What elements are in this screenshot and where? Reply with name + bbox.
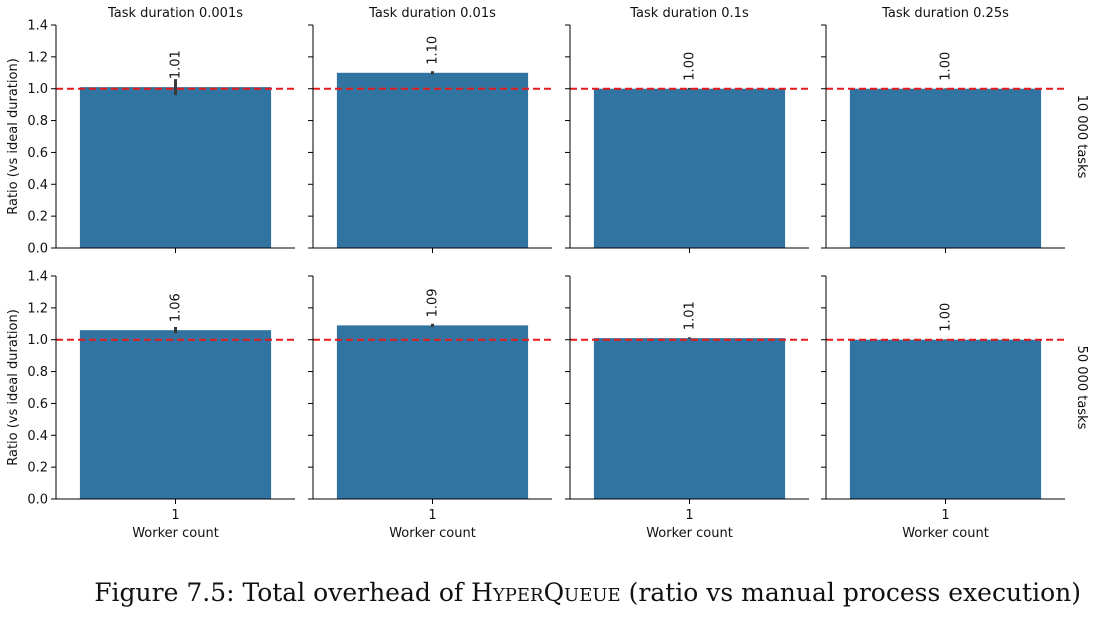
caption-prefix: Figure 7.5: Total overhead of bbox=[94, 578, 472, 607]
y-tick-label: 0.6 bbox=[27, 146, 48, 161]
column-title: Task duration 0.001s bbox=[107, 6, 243, 21]
y-axis-label: Ratio (vs ideal duration) bbox=[6, 58, 21, 215]
bar bbox=[849, 88, 1042, 248]
bar-value-label: 1.00 bbox=[683, 52, 698, 81]
y-tick-label: 1.0 bbox=[27, 82, 48, 97]
bar-value-label: 1.10 bbox=[426, 36, 441, 65]
y-tick-label: 0.0 bbox=[27, 242, 48, 257]
bar-value-label: 1.00 bbox=[939, 303, 954, 332]
bar-value-label: 1.00 bbox=[939, 52, 954, 81]
x-tick-label: 1 bbox=[428, 508, 436, 523]
y-tick-label: 0.4 bbox=[27, 178, 48, 193]
x-axis-label: Worker count bbox=[132, 526, 219, 541]
bar bbox=[336, 325, 529, 499]
figure-caption: Figure 7.5: Total overhead of HyperQueue… bbox=[0, 578, 1105, 607]
x-tick-label: 1 bbox=[941, 508, 949, 523]
bar bbox=[849, 339, 1042, 499]
y-tick-label: 1.4 bbox=[27, 19, 48, 34]
caption-name: HyperQueue bbox=[471, 578, 621, 607]
y-tick-label: 1.4 bbox=[27, 270, 48, 285]
x-axis-label: Worker count bbox=[902, 526, 989, 541]
bar bbox=[336, 72, 529, 249]
x-axis-label: Worker count bbox=[646, 526, 733, 541]
row-label: 50 000 tasks bbox=[1074, 346, 1089, 430]
bar bbox=[593, 338, 786, 499]
y-tick-label: 1.2 bbox=[27, 301, 48, 316]
y-tick-label: 0.8 bbox=[27, 365, 48, 380]
bar-value-label: 1.06 bbox=[169, 293, 184, 322]
y-tick-label: 0.4 bbox=[27, 429, 48, 444]
y-tick-label: 0.2 bbox=[27, 461, 48, 476]
bar bbox=[79, 330, 272, 499]
column-title: Task duration 0.25s bbox=[881, 6, 1009, 21]
y-tick-label: 0.2 bbox=[27, 210, 48, 225]
bar bbox=[593, 88, 786, 248]
bar-value-label: 1.09 bbox=[426, 288, 441, 317]
x-tick-label: 1 bbox=[685, 508, 693, 523]
faceted-bar-chart: Task duration 0.001s Task duration 0.01s T… bbox=[6, 6, 1089, 541]
x-axis-label: Worker count bbox=[389, 526, 476, 541]
bar-value-label: 1.01 bbox=[683, 301, 698, 330]
row-label: 10 000 tasks bbox=[1074, 95, 1089, 179]
y-tick-label: 0.8 bbox=[27, 114, 48, 129]
bar bbox=[79, 87, 272, 248]
bar-value-label: 1.01 bbox=[169, 50, 184, 79]
y-axis-label: Ratio (vs ideal duration) bbox=[6, 309, 21, 466]
y-tick-label: 1.0 bbox=[27, 333, 48, 348]
column-title: Task duration 0.1s bbox=[629, 6, 749, 21]
y-tick-label: 0.6 bbox=[27, 397, 48, 412]
x-tick-label: 1 bbox=[171, 508, 179, 523]
column-title: Task duration 0.01s bbox=[368, 6, 496, 21]
y-tick-label: 1.2 bbox=[27, 50, 48, 65]
caption-suffix: (ratio vs manual process execution) bbox=[620, 578, 1081, 607]
y-tick-label: 0.0 bbox=[27, 493, 48, 508]
